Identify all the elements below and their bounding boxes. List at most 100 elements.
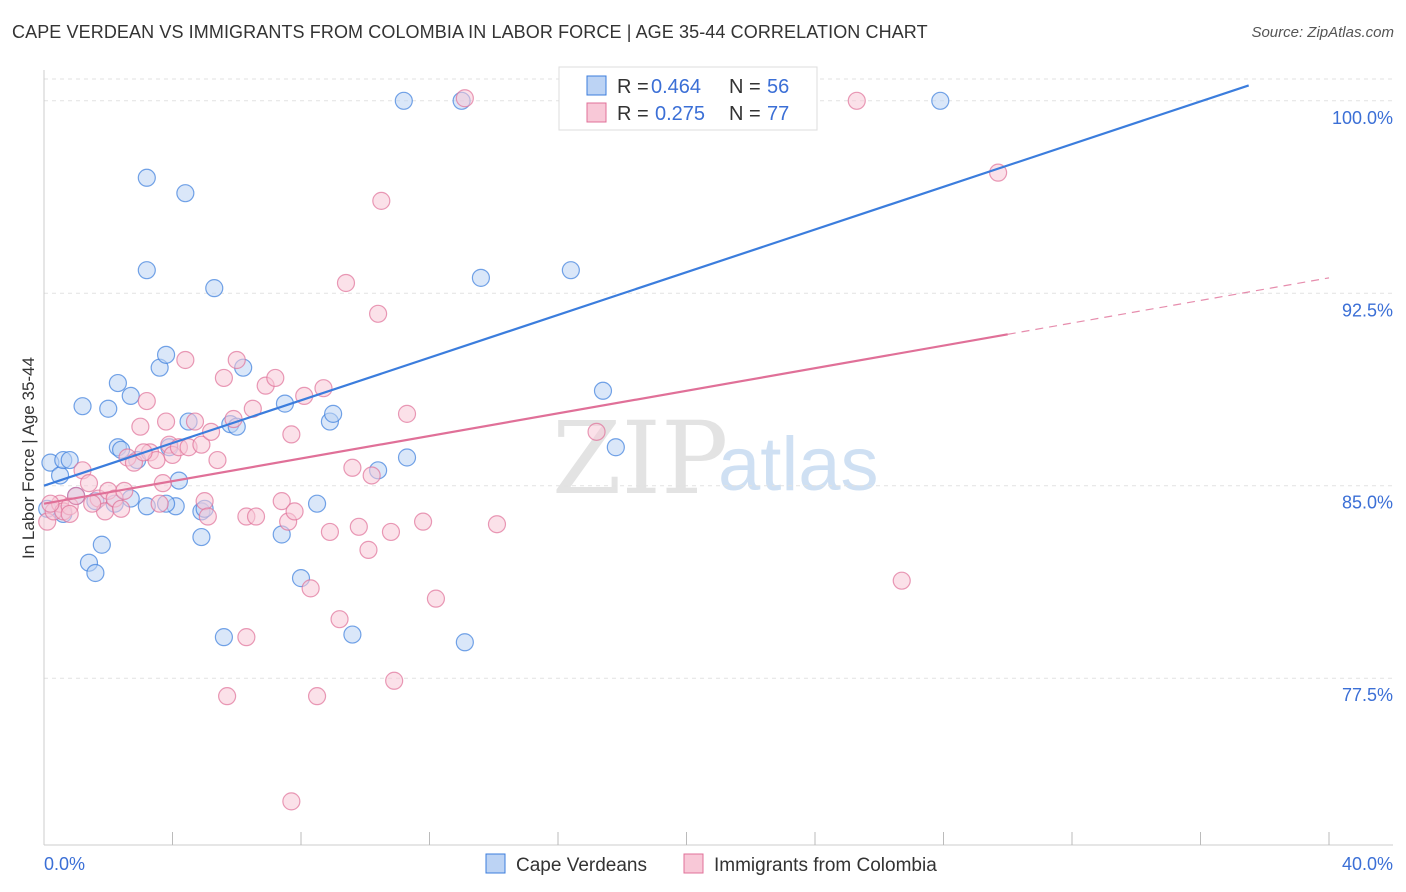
colombia-point-74 — [892, 571, 911, 590]
colombia-point-58 — [369, 304, 388, 323]
cape-verdean-point-44 — [394, 91, 413, 110]
legend-r-value-2: 0.275 — [655, 103, 705, 125]
cape-verdean-point-9 — [86, 563, 105, 583]
cape-verdean-point-18 — [137, 168, 156, 187]
cape-verdean-point-41 — [343, 625, 362, 644]
colombia-point-57 — [362, 466, 381, 485]
colombia-point-16 — [137, 391, 156, 411]
stats-legend: R = 0.464 N = 56 R = 0.275 N = 77 — [558, 66, 818, 131]
y-tick-labels: 77.5% 85.0% 92.5% 100.0% — [1332, 108, 1393, 705]
cape-verdean-point-13 — [108, 373, 127, 393]
colombia-point-76 — [60, 504, 79, 524]
colombia-trend-line — [43, 333, 1008, 505]
legend-swatch-blue — [586, 75, 607, 96]
cape-verdean-point-30 — [205, 279, 224, 298]
colombia-point-72 — [587, 422, 606, 441]
colombia-point-55 — [349, 517, 368, 536]
y-tick-label-2: 92.5% — [1342, 300, 1393, 320]
cape-verdean-point-21 — [156, 345, 176, 364]
colombia-point-53 — [336, 273, 356, 293]
cape-verdean-point-55 — [455, 633, 474, 652]
colombia-point-32 — [208, 450, 227, 470]
colombia-point-29 — [195, 492, 214, 511]
colombia-point-60 — [385, 671, 404, 690]
cape-verdean-point-40 — [324, 404, 343, 423]
cape-verdean-trend-line — [43, 84, 1250, 487]
colombia-trend-extension — [1007, 277, 1330, 335]
colombia-point-61 — [381, 522, 401, 542]
cape-verdean-point-38 — [307, 494, 327, 513]
colombia-point-7 — [79, 474, 99, 493]
trend-lines — [43, 84, 1330, 505]
colombia-point-31 — [201, 422, 221, 441]
colombia-point-64 — [426, 589, 446, 608]
colombia-point-54 — [343, 458, 362, 477]
colombia-point-34 — [218, 687, 237, 706]
x-tick-label-max: 40.0% — [1342, 854, 1393, 874]
colombia-point-15 — [131, 417, 150, 436]
series-legend-label-blue: Cape Verdeans — [516, 855, 647, 876]
cape-verdean-point-31 — [214, 628, 233, 647]
cape-verdean-point-28 — [192, 527, 211, 547]
y-axis-label: In Labor Force | Age 35-44 — [19, 357, 38, 559]
cape-verdean-point-49 — [606, 438, 625, 457]
gridlines — [44, 78, 1393, 679]
cape-verdean-point-43 — [397, 448, 417, 467]
series-legend-swatch-blue — [485, 853, 506, 874]
cape-verdean-point-8 — [92, 535, 111, 554]
colombia-point-25 — [176, 350, 195, 370]
x-tick-label-min: 0.0% — [44, 854, 85, 874]
colombia-point-68 — [83, 494, 102, 513]
cape-verdean-point-14 — [121, 386, 140, 406]
colombia-point-45 — [282, 425, 301, 444]
y-tick-label-0: 77.5% — [1342, 685, 1393, 705]
series-legend-swatch-pink — [683, 853, 704, 874]
colombia-point-30 — [198, 507, 217, 526]
legend-n-value-2: 77 — [767, 103, 789, 125]
colombia-point-59 — [372, 191, 391, 210]
cape-verdean-point-25 — [176, 184, 195, 203]
legend-swatch-pink — [586, 102, 607, 123]
series-legend: Cape Verdeans Immigrants from Colombia — [485, 853, 937, 876]
colombia-point-40 — [246, 507, 266, 526]
colombia-point-56 — [359, 540, 378, 559]
colombia-point-27 — [185, 412, 205, 431]
series-legend-label-pink: Immigrants from Colombia — [714, 855, 937, 876]
cape-verdean-point-47 — [561, 261, 580, 280]
legend-n-label-1: N = — [729, 76, 761, 98]
colombia-point-19 — [150, 494, 169, 513]
colombia-point-46 — [285, 502, 304, 521]
cape-verdean-point-48 — [593, 381, 613, 400]
colombia-point-52 — [330, 610, 349, 629]
cape-verdean-point-10 — [99, 399, 118, 418]
cape-verdean-point-46 — [471, 268, 490, 287]
colombia-point-28 — [192, 435, 211, 454]
cape-verdean-point-3 — [60, 450, 79, 470]
colombia-point-66 — [487, 515, 507, 534]
colombia-point-62 — [397, 404, 417, 423]
watermark-atlas: atlas — [718, 422, 879, 507]
colombia-point-33 — [214, 368, 233, 388]
colombia-point-12 — [111, 499, 131, 518]
cape-verdean-point-50 — [931, 91, 950, 110]
x-ticks — [172, 832, 1330, 845]
chart-title: CAPE VERDEAN VS IMMIGRANTS FROM COLOMBIA… — [12, 22, 928, 42]
y-tick-label-3: 100.0% — [1332, 108, 1393, 128]
colombia-point-42 — [266, 368, 285, 388]
colombia-point-49 — [307, 687, 327, 706]
colombia-point-71 — [282, 792, 301, 811]
colombia-point-67 — [41, 494, 60, 513]
colombia-point-43 — [272, 492, 291, 511]
y-tick-label-1: 85.0% — [1342, 493, 1393, 513]
legend-r-value-1: 0.464 — [651, 76, 701, 98]
legend-n-value-1: 56 — [767, 76, 789, 98]
legend-n-label-2: N = — [729, 103, 761, 125]
colombia-point-21 — [156, 412, 176, 431]
colombia-point-73 — [847, 91, 866, 110]
colombia-point-51 — [320, 522, 340, 542]
colombia-point-63 — [413, 512, 433, 531]
colombia-point-37 — [237, 628, 256, 647]
watermark-zip: ZIP — [552, 400, 728, 517]
data-points — [38, 89, 1008, 811]
cape-verdean-point-5 — [73, 397, 92, 416]
